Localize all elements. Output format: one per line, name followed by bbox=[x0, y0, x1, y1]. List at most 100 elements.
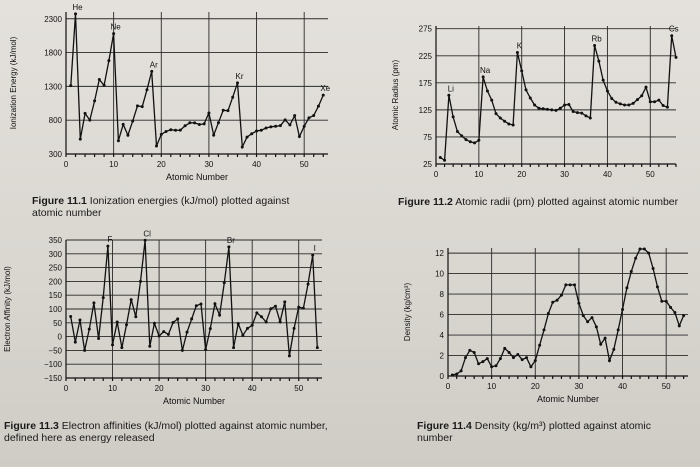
x-axis-label: Atomic Number bbox=[537, 394, 599, 404]
data-point bbox=[194, 304, 198, 308]
y-tick-label: 10 bbox=[435, 270, 444, 279]
data-point bbox=[199, 302, 203, 306]
data-point bbox=[655, 285, 659, 289]
y-tick-label: 275 bbox=[419, 25, 433, 34]
data-point bbox=[221, 108, 225, 112]
data-point bbox=[134, 315, 138, 319]
data-point bbox=[283, 118, 287, 122]
element-annotation: Ne bbox=[111, 23, 122, 32]
data-point bbox=[640, 94, 644, 98]
data-point bbox=[607, 359, 611, 363]
data-point bbox=[438, 156, 442, 160]
figure-11-1-text: Ionization energies (kJ/mol) plotted aga… bbox=[32, 195, 290, 219]
figure-11-2-label: Figure 11.2 bbox=[398, 196, 453, 208]
y-axis-label: Ionization Energy (kJ/mol) bbox=[9, 36, 18, 129]
data-point bbox=[121, 122, 125, 126]
data-point bbox=[145, 88, 149, 92]
data-point bbox=[101, 296, 105, 300]
data-point bbox=[573, 283, 577, 287]
data-point bbox=[274, 124, 278, 128]
data-point bbox=[541, 107, 545, 111]
data-point bbox=[152, 321, 156, 325]
data-point bbox=[455, 130, 459, 134]
data-point bbox=[143, 238, 147, 242]
data-point bbox=[129, 298, 133, 302]
data-point bbox=[241, 333, 245, 337]
data-point bbox=[485, 357, 489, 361]
data-point bbox=[301, 306, 305, 310]
y-tick-label: 8 bbox=[440, 290, 445, 299]
data-point bbox=[157, 334, 161, 338]
data-point bbox=[515, 51, 519, 55]
data-point bbox=[490, 365, 494, 369]
element-annotation: Ar bbox=[150, 60, 158, 69]
data-point bbox=[651, 266, 655, 270]
y-axis-label: Density (kg/cm³) bbox=[403, 283, 412, 342]
element-annotation: He bbox=[72, 3, 83, 12]
series-line bbox=[70, 240, 318, 357]
data-point bbox=[590, 316, 594, 320]
element-annotation: Li bbox=[448, 84, 454, 93]
data-point bbox=[138, 279, 142, 283]
data-point bbox=[321, 93, 325, 97]
data-point bbox=[259, 128, 263, 132]
element-annotation: I bbox=[314, 244, 316, 253]
data-point bbox=[647, 251, 651, 255]
data-point bbox=[450, 373, 454, 377]
data-point bbox=[178, 128, 182, 132]
series-line bbox=[439, 35, 677, 162]
data-point bbox=[218, 313, 222, 317]
data-point bbox=[601, 78, 605, 82]
data-point bbox=[162, 330, 166, 334]
data-point bbox=[107, 59, 111, 63]
x-tick-label: 30 bbox=[201, 384, 210, 393]
data-point bbox=[297, 305, 301, 309]
y-tick-label: 4 bbox=[440, 331, 445, 340]
data-point bbox=[293, 114, 297, 118]
data-point bbox=[577, 301, 581, 305]
data-point bbox=[159, 132, 163, 136]
element-annotation: Cl bbox=[143, 229, 151, 238]
data-point bbox=[311, 253, 315, 257]
data-point bbox=[287, 354, 291, 358]
data-point bbox=[594, 325, 598, 329]
data-point bbox=[674, 55, 678, 59]
figure-11-3-label: Figure 11.3 bbox=[4, 420, 59, 432]
y-tick-label: −150 bbox=[44, 374, 63, 383]
data-point bbox=[185, 330, 189, 334]
data-point bbox=[551, 300, 555, 304]
data-point bbox=[584, 114, 588, 118]
data-point bbox=[648, 100, 652, 104]
y-tick-label: −100 bbox=[44, 360, 63, 369]
data-point bbox=[661, 104, 665, 108]
data-point bbox=[155, 144, 159, 148]
x-tick-label: 0 bbox=[64, 384, 69, 393]
x-tick-label: 20 bbox=[531, 382, 540, 391]
data-point bbox=[288, 123, 292, 127]
y-tick-label: 75 bbox=[423, 133, 432, 142]
data-point bbox=[593, 43, 597, 47]
data-point bbox=[116, 139, 120, 143]
data-point bbox=[273, 304, 277, 308]
data-point bbox=[255, 129, 259, 133]
data-point bbox=[629, 270, 633, 274]
data-point bbox=[511, 356, 515, 360]
data-point bbox=[477, 138, 481, 142]
y-tick-label: 200 bbox=[49, 277, 63, 286]
ionization-energy-chart: 0 10 20 30 40 50 300 800 1300 1800 2300 Atomic Numb… bbox=[9, 3, 331, 182]
data-point bbox=[455, 372, 459, 376]
data-point bbox=[125, 323, 129, 327]
data-point bbox=[213, 302, 217, 306]
y-tick-label: 175 bbox=[419, 79, 433, 88]
data-point bbox=[246, 326, 250, 330]
y-tick-label: 150 bbox=[49, 291, 63, 300]
data-point bbox=[235, 81, 239, 85]
data-point bbox=[150, 69, 154, 73]
y-tick-label: 50 bbox=[53, 319, 62, 328]
data-point bbox=[567, 102, 571, 106]
y-tick-label: 1800 bbox=[44, 49, 62, 58]
data-point bbox=[533, 103, 537, 107]
data-point bbox=[73, 340, 77, 344]
x-tick-label: 10 bbox=[487, 382, 496, 391]
data-point bbox=[516, 352, 520, 356]
